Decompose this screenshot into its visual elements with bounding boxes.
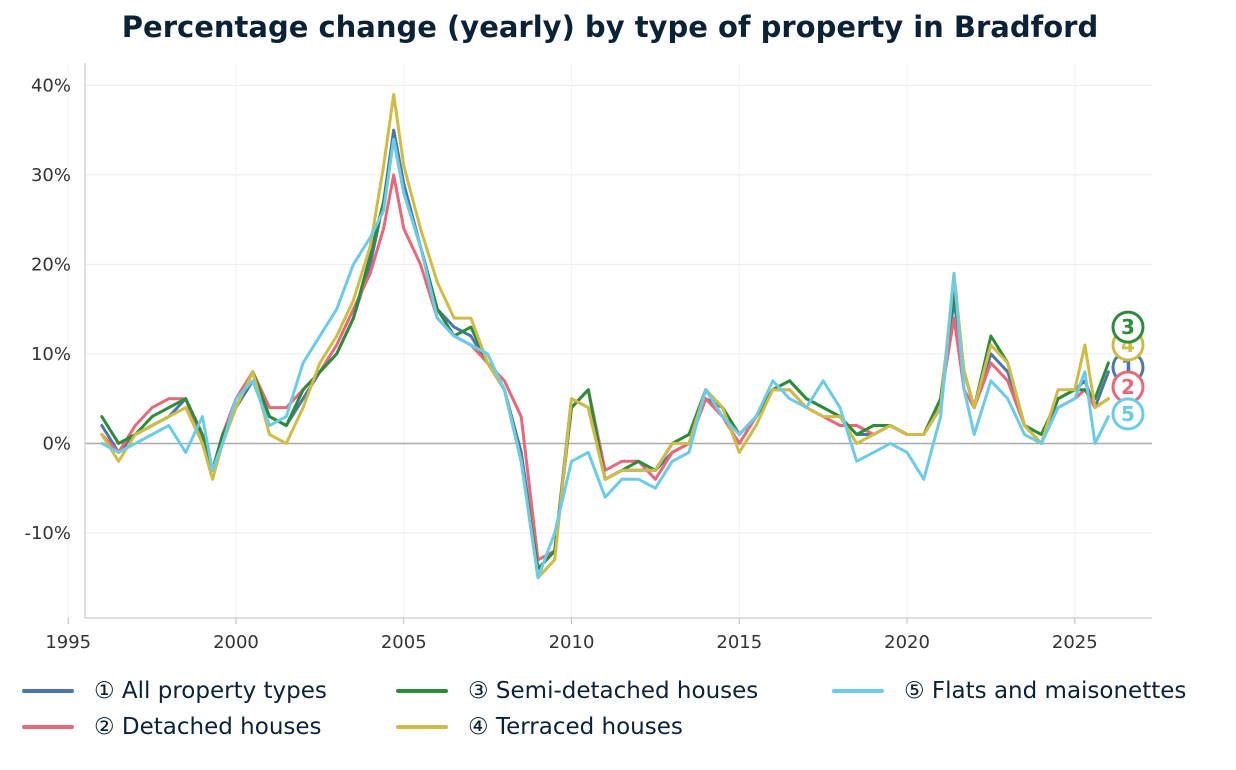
- x-tick-label: 1995: [45, 632, 91, 653]
- end-marker-circle: [1111, 397, 1145, 431]
- x-tick-label: 2005: [381, 632, 427, 653]
- y-tick-label: 30%: [31, 165, 71, 186]
- y-tick-label: 40%: [31, 75, 71, 96]
- legend-swatch: [396, 689, 448, 693]
- legend-item-detached-houses: ② Detached houses: [22, 714, 322, 740]
- end-marker-label: 3: [1121, 315, 1135, 339]
- x-tick-label: 2000: [213, 632, 259, 653]
- legend-item-all-property-types: ① All property types: [22, 678, 327, 704]
- series-lines: [100, 92, 1110, 580]
- legend: ① All property types ② Detached houses ③…: [22, 678, 1222, 750]
- x-tick-label: 2025: [1052, 632, 1098, 653]
- legend-swatch: [396, 725, 448, 729]
- legend-label: ④ Terraced houses: [468, 714, 683, 740]
- y-tick-label: 20%: [31, 254, 71, 275]
- legend-swatch: [22, 725, 74, 729]
- chart-title: Percentage change (yearly) by type of pr…: [122, 10, 1098, 44]
- line-chart: Percentage change (yearly) by type of pr…: [24, 10, 1152, 653]
- x-tick-label: 2020: [884, 632, 930, 653]
- legend-item-terraced-houses: ④ Terraced houses: [396, 714, 683, 740]
- legend-label: ② Detached houses: [94, 714, 322, 740]
- legend-label: ① All property types: [94, 678, 327, 704]
- series-line: [100, 137, 1110, 580]
- legend-item-semi-detached-houses: ③ Semi-detached houses: [396, 678, 758, 704]
- x-tick-label: 2015: [716, 632, 762, 653]
- end-marker-label: 5: [1121, 402, 1135, 426]
- y-tick-label: 0%: [42, 433, 71, 454]
- axes: -10% 0% 10% 20% 30% 40% 1995 2000 2005 2010 2015 20…: [24, 63, 1152, 653]
- legend-label: ⑤ Flats and maisonettes: [904, 678, 1187, 704]
- end-marker-circle: [1111, 310, 1145, 344]
- legend-swatch: [22, 689, 74, 693]
- series-line: [100, 173, 1110, 562]
- y-tick-label: 10%: [31, 344, 71, 365]
- x-tick-label: 2010: [549, 632, 595, 653]
- legend-label: ③ Semi-detached houses: [468, 678, 759, 704]
- end-marker-label: 2: [1121, 375, 1135, 399]
- legend-swatch: [832, 689, 884, 693]
- legend-item-flats-and-maisonettes: ⑤ Flats and maisonettes: [832, 678, 1186, 704]
- y-tick-label: -10%: [24, 523, 71, 544]
